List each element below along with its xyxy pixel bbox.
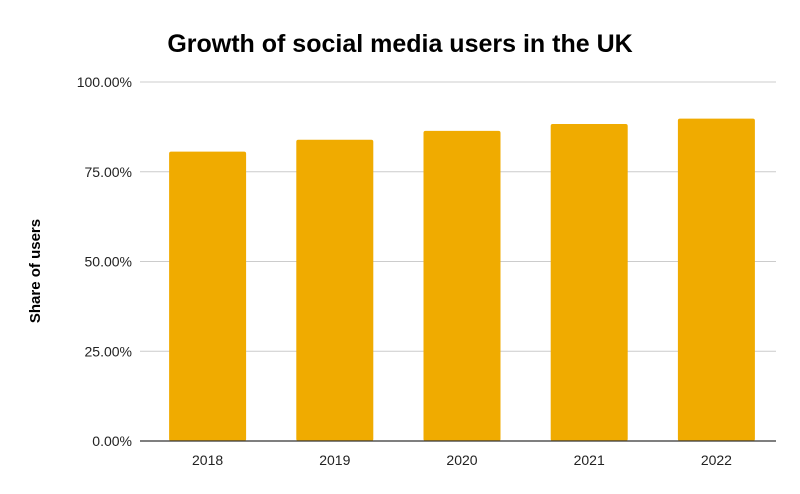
- bar-2021[interactable]: [550, 124, 628, 442]
- y-tick-label: 75.00%: [85, 164, 132, 180]
- x-tick-label: 2021: [574, 452, 605, 468]
- bar-2020[interactable]: [423, 130, 501, 441]
- chart-title: Growth of social media users in the UK: [167, 30, 632, 58]
- y-tick-label: 25.00%: [85, 343, 132, 359]
- x-tick-label: 2022: [701, 452, 732, 468]
- bar-2022[interactable]: [677, 118, 755, 442]
- x-tick-label: 2019: [319, 452, 350, 468]
- bar-2018[interactable]: [169, 151, 247, 441]
- x-tick-label: 2018: [192, 452, 223, 468]
- y-tick-label: 50.00%: [85, 254, 132, 270]
- x-tick-labels: 2018 2019 2020 2021 2022: [192, 452, 732, 468]
- bar-2019[interactable]: [296, 139, 374, 441]
- y-axis-label: Share of users: [27, 219, 44, 323]
- y-tick-label: 100.00%: [77, 74, 132, 90]
- x-tick-label: 2020: [446, 452, 477, 468]
- bars: [169, 118, 755, 442]
- y-tick-labels: 0.00% 25.00% 50.00% 75.00% 100.00%: [77, 74, 132, 449]
- y-tick-label: 0.00%: [92, 433, 132, 449]
